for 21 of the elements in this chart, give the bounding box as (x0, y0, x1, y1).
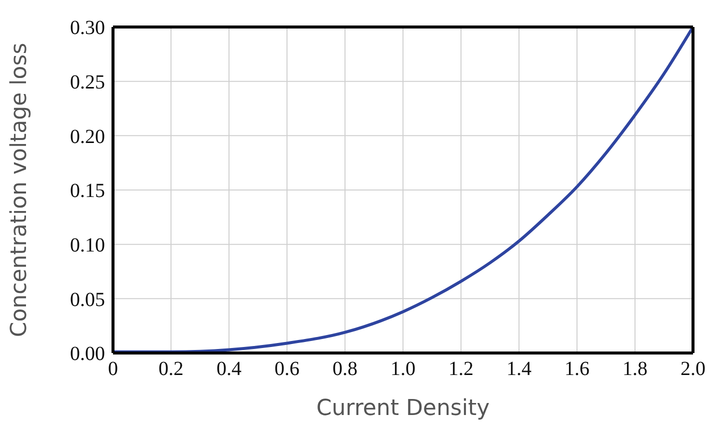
line-series (113, 27, 693, 353)
y-axis-title: Concentration voltage loss (6, 42, 32, 338)
y-tick-label: 0.05 (70, 288, 105, 311)
x-tick-label: 0.2 (158, 358, 184, 380)
x-axis-title: Current Density (316, 396, 490, 421)
x-tick-label: 1.2 (448, 358, 474, 380)
x-tick-label: 0 (108, 358, 118, 380)
x-tick-label: 0.4 (216, 358, 242, 380)
y-tick-label: 0.10 (70, 234, 105, 256)
x-tick-label: 0.6 (274, 358, 300, 380)
x-tick-label: 1.0 (390, 358, 416, 380)
y-tick-label: 0.20 (70, 126, 105, 148)
y-tick-label: 0.25 (70, 71, 105, 94)
x-tick-label: 2.0 (680, 358, 706, 380)
y-tick-label: 0.00 (70, 343, 105, 366)
x-tick-label: 1.6 (564, 358, 590, 380)
y-tick-label: 0.30 (70, 17, 105, 40)
x-tick-label: 0.8 (332, 358, 358, 380)
x-tick-label: 1.4 (506, 358, 532, 380)
y-tick-label: 0.15 (70, 180, 105, 202)
x-tick-label: 1.8 (622, 358, 648, 380)
